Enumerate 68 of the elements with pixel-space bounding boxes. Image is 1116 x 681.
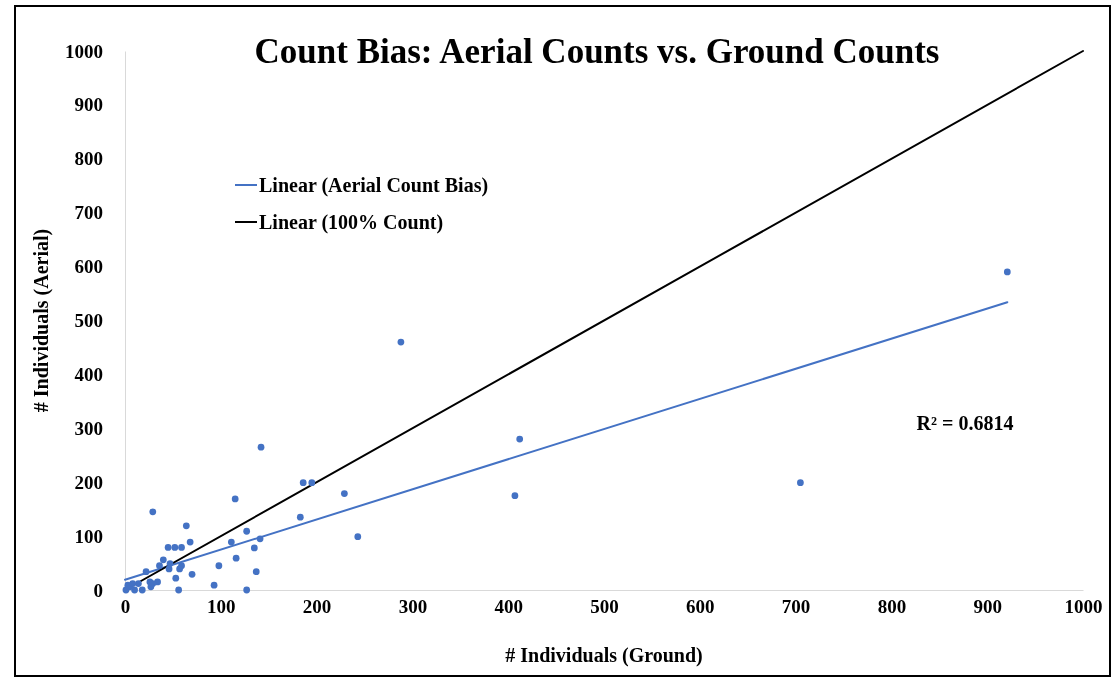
- x-tick-label: 1000: [1064, 596, 1103, 618]
- point: [175, 586, 183, 594]
- point: [299, 479, 307, 487]
- point: [231, 495, 239, 503]
- point: [129, 580, 137, 587]
- x-tick-label: 600: [686, 596, 715, 618]
- point: [516, 435, 524, 443]
- y-tick-label: 600: [74, 256, 103, 278]
- x-tick-label: 400: [494, 596, 523, 618]
- point: [227, 538, 235, 546]
- point: [257, 443, 265, 451]
- point: [186, 538, 194, 546]
- point: [142, 568, 150, 576]
- point: [156, 562, 163, 570]
- point: [138, 586, 146, 594]
- point: [131, 586, 138, 594]
- x-tick-label: 300: [398, 596, 428, 618]
- point: [182, 522, 190, 530]
- point: [178, 544, 185, 551]
- point: [341, 490, 348, 497]
- point: [243, 527, 251, 535]
- point: [797, 479, 804, 487]
- point: [164, 544, 172, 551]
- x-tick-label: 500: [590, 596, 619, 618]
- y-tick-label: 400: [74, 363, 103, 385]
- point: [252, 568, 260, 576]
- y-tick-label: 100: [74, 525, 103, 547]
- x-tick-label: 0: [120, 596, 131, 618]
- point: [354, 533, 362, 541]
- x-tick-label: 200: [302, 596, 332, 618]
- legend-label: Linear (Aerial Count Bias): [259, 174, 489, 197]
- point: [215, 562, 223, 570]
- point: [397, 338, 405, 346]
- legend-label: Linear (100% Count): [259, 211, 444, 234]
- y-tick-label: 300: [74, 417, 103, 439]
- point: [172, 574, 180, 582]
- point: [256, 535, 264, 543]
- point: [210, 581, 218, 589]
- point: [122, 586, 130, 594]
- y-tick-label: 1000: [65, 40, 103, 62]
- y-axis-title: # Individuals (Aerial): [30, 228, 53, 413]
- point: [308, 479, 316, 487]
- point: [511, 492, 519, 500]
- point: [188, 570, 196, 578]
- y-tick-label: 0: [93, 579, 103, 601]
- point: [296, 513, 304, 521]
- y-tick-label: 800: [74, 148, 103, 170]
- point: [135, 580, 142, 587]
- x-tick-label: 800: [877, 596, 907, 618]
- x-tick-label: 900: [973, 596, 1002, 618]
- y-tick-label: 700: [74, 202, 103, 224]
- point: [165, 565, 173, 573]
- point: [149, 508, 157, 516]
- x-tick-label: 700: [781, 596, 811, 618]
- y-tick-label: 500: [74, 310, 103, 332]
- annotation: R² = 0.6814: [916, 412, 1014, 434]
- x-tick-label: 100: [207, 596, 236, 618]
- y-tick-label: 200: [74, 471, 103, 493]
- y-tick-label: 900: [74, 94, 103, 116]
- point: [166, 560, 174, 567]
- point: [243, 586, 251, 594]
- point: [171, 544, 179, 551]
- point: [1003, 268, 1011, 276]
- point: [159, 556, 167, 564]
- chart-title: Count Bias: Aerial Counts vs. Ground Counts: [254, 32, 940, 71]
- point: [250, 544, 258, 552]
- point: [232, 554, 240, 562]
- x-axis-title: # Individuals (Ground): [505, 644, 703, 667]
